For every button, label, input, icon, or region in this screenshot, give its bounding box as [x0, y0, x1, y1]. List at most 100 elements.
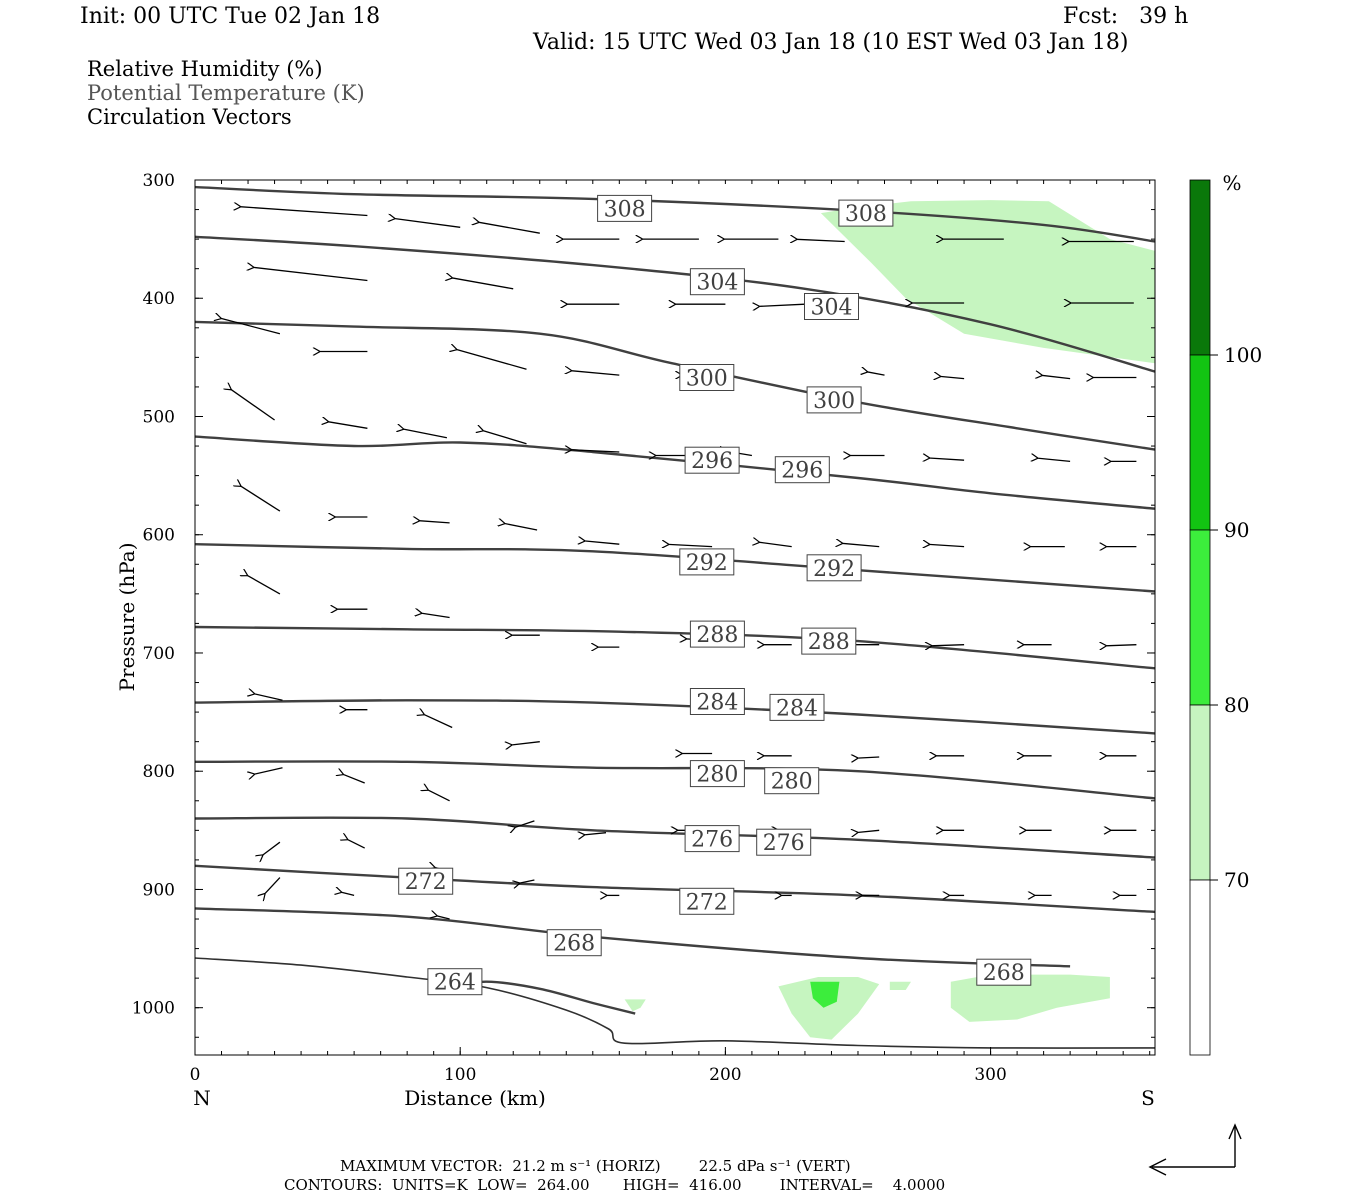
circulation-vector [253, 267, 368, 282]
contour-label-box [684, 446, 740, 474]
contour-label-box [597, 194, 653, 222]
contour-label-box [546, 929, 602, 957]
colorbar-label: 100 [1224, 343, 1262, 367]
contour-label: 284 [776, 696, 818, 721]
rh-region [624, 999, 646, 1012]
contour-label-box [689, 760, 745, 788]
x-tick-label: 200 [709, 1065, 741, 1085]
circulation-vector [759, 542, 792, 548]
contour-label: 300 [813, 389, 855, 414]
contour-label: 272 [405, 870, 447, 895]
contour-label-box [689, 620, 745, 648]
circulation-vector [216, 85, 280, 100]
colorbar-segment [1189, 879, 1211, 1056]
max-vector-info: MAXIMUM VECTOR: 21.2 m s⁻¹ (HORIZ) 22.5 … [340, 1157, 851, 1175]
circulation-vector [343, 774, 365, 784]
terrain-line-path [195, 957, 1155, 1049]
contour-label: 268 [983, 961, 1025, 986]
y-tick-label: 500 [143, 407, 175, 427]
contour-label: 308 [845, 202, 887, 227]
theta-contour-300 [195, 320, 1155, 451]
init-time: Init: 00 UTC Tue 02 Jan 18 [80, 4, 381, 29]
circulation-vector [341, 892, 355, 897]
x-tick-label: 300 [974, 1065, 1006, 1085]
y-tick-label: 300 [143, 171, 175, 191]
circulation-vector [511, 741, 540, 745]
contour-label-box [804, 293, 859, 320]
circulation-vector [1106, 645, 1137, 646]
circulation-vector [504, 523, 538, 531]
circulation-vector [254, 694, 283, 701]
rh-region [810, 981, 840, 1008]
theta-contour-292 [195, 543, 1155, 593]
contour-label: 268 [553, 932, 595, 957]
circulation-vector [247, 575, 281, 595]
circulation-vector [842, 543, 880, 546]
colorbar-segment [1189, 529, 1211, 706]
circulation-vector [456, 349, 527, 370]
contour-label-box [806, 554, 862, 582]
circulation-vector [428, 790, 450, 802]
x-end-label-south: S [1141, 1086, 1155, 1110]
circulation-vector [478, 222, 540, 234]
valid-time: Valid: 15 UTC Wed 03 Jan 18 (10 EST Wed … [533, 30, 1129, 55]
circulation-vector [857, 757, 880, 758]
contour-label-box [764, 767, 820, 795]
theta-contour-284 [195, 699, 1155, 735]
circulation-vector [759, 304, 805, 306]
colorbar-label: 70 [1224, 868, 1249, 892]
contour-label-box [976, 958, 1032, 986]
contour-label-box [838, 199, 894, 227]
circulation-vector [240, 486, 281, 512]
contour-label: 292 [686, 551, 728, 576]
theta-contours [195, 185, 1155, 1015]
contour-label: 272 [686, 890, 728, 915]
circulation-vector [347, 839, 365, 849]
circulation-vector [668, 544, 713, 546]
circulation-vector [419, 521, 450, 523]
colorbar-label: 90 [1224, 518, 1249, 542]
contour-info: CONTOURS: UNITS=K LOW= 264.00 HIGH= 416.… [284, 1176, 946, 1194]
contour-label: 304 [811, 296, 853, 321]
circulation-vector [857, 830, 880, 832]
y-axis-label: Pressure (hPa) [115, 543, 139, 692]
circulation-vector [584, 833, 607, 835]
contour-label: 276 [763, 831, 805, 856]
contour-label: 284 [696, 691, 738, 716]
y-tick-label: 600 [143, 526, 175, 546]
circulation-vector [929, 544, 965, 546]
circulation-vector [867, 372, 885, 376]
contour-label-box [679, 364, 735, 391]
x-tick-label: 100 [444, 1065, 476, 1085]
x-end-label-north: N [193, 1086, 211, 1110]
circulation-vector [519, 879, 535, 883]
colorbar-unit: % [1222, 171, 1241, 195]
circulation-vector [394, 219, 461, 228]
circulation-vector [483, 431, 527, 445]
circulation-vector [231, 389, 275, 421]
theta-contour-280 [195, 760, 1155, 800]
colorbar-label: 80 [1224, 693, 1249, 717]
circulation-vector [571, 371, 620, 376]
y-tick-label: 1000 [132, 999, 175, 1019]
circulation-vector [421, 613, 450, 619]
reference-vector-icon [1148, 1123, 1242, 1176]
y-tick-label: 800 [143, 762, 175, 782]
plot-frame [194, 179, 1156, 1056]
contour-label-box [689, 688, 745, 715]
circulation-vector [424, 714, 453, 729]
circulation-vector [584, 541, 620, 544]
y-tick-label: 700 [143, 644, 175, 664]
circulation-vector [436, 916, 450, 920]
contour-label-box [769, 693, 825, 721]
contour-label: 280 [696, 763, 738, 788]
circulation-vector [1037, 458, 1071, 463]
contour-label: 288 [808, 630, 850, 655]
theta-contour-272 [195, 864, 1155, 914]
colorbar-segment [1189, 179, 1211, 356]
x-tick-label: 0 [190, 1065, 201, 1085]
contour-label: 288 [696, 623, 738, 648]
circulation-vector [452, 278, 514, 290]
terrain-line [195, 957, 1155, 1049]
contour-label: 296 [781, 459, 823, 484]
